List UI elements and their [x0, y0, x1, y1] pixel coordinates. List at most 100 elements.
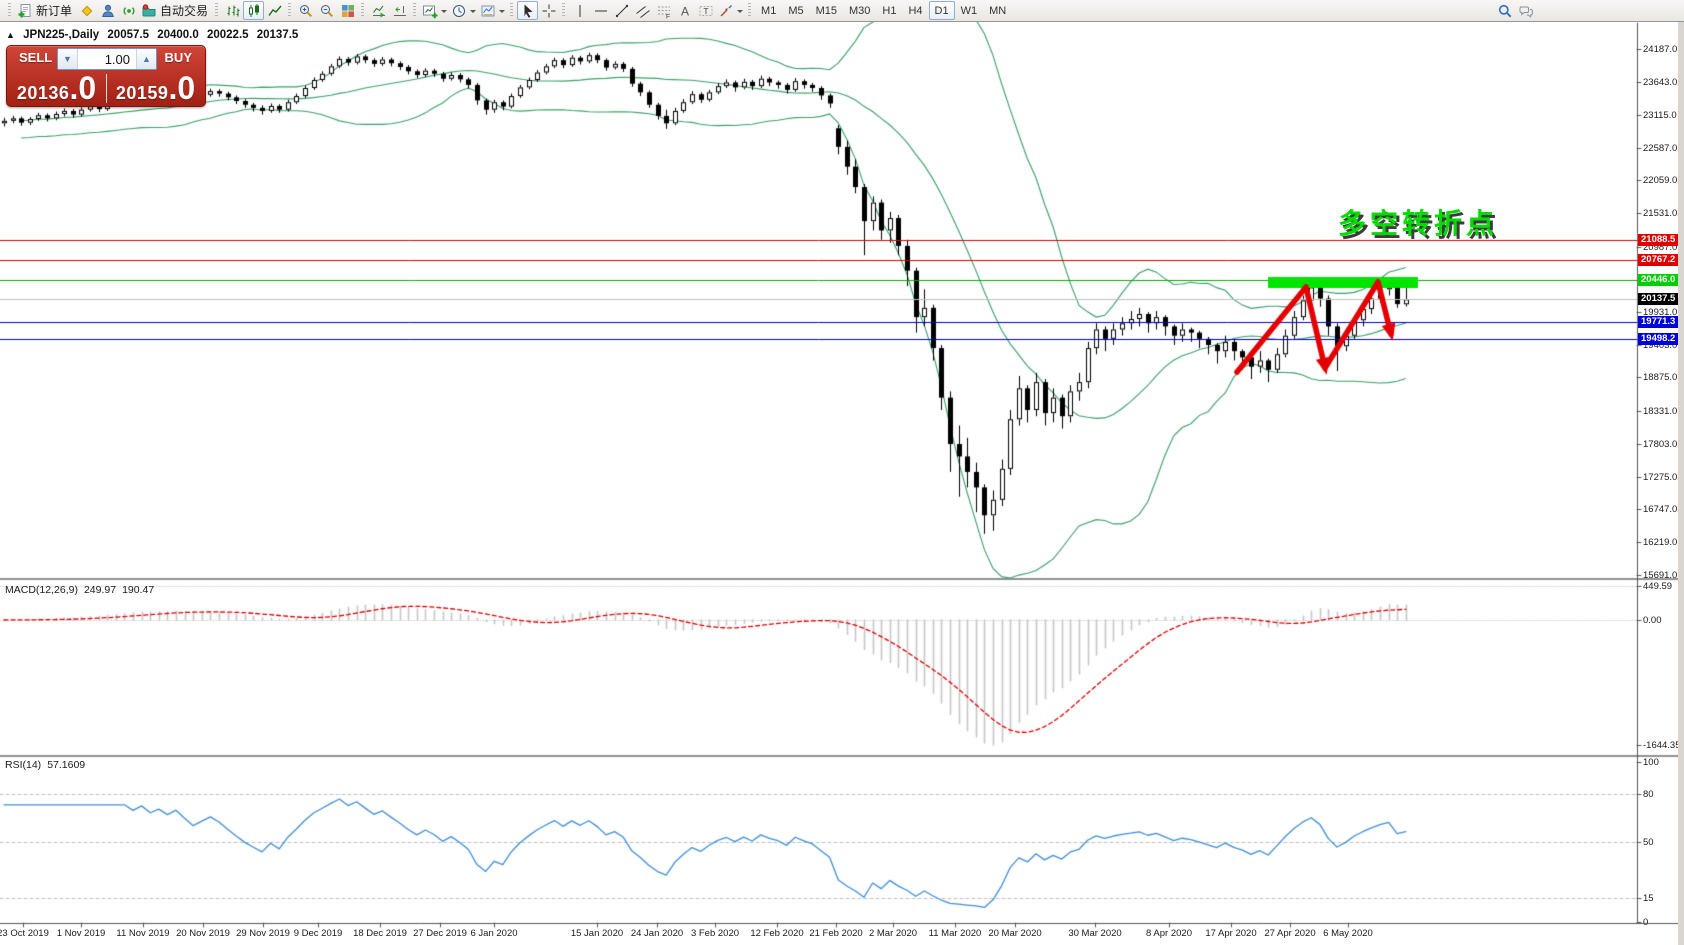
sell-button[interactable]: SELL 20136.0	[7, 46, 106, 106]
mql5-button[interactable]	[76, 1, 97, 20]
linechart-icon	[267, 3, 283, 19]
bid-price: 20136.0	[7, 70, 106, 106]
tf-m5-button[interactable]: M5	[782, 1, 809, 20]
ohlc-high: 20400.0	[157, 29, 199, 41]
one-click-trading-panel: SELL 20136.0 BUY 20159.0 ▼ ▲	[6, 45, 206, 107]
macd-name: MACD(12,26,9)	[5, 584, 78, 596]
chart-title: ▲ JPN225-,Daily 20057.5 20400.0 20022.5 …	[6, 29, 303, 41]
signals-button[interactable]	[118, 1, 139, 20]
auto-scroll-button[interactable]	[368, 1, 389, 20]
text-label-button[interactable]: T	[695, 1, 716, 20]
new-order-icon	[17, 3, 33, 19]
volume-input[interactable]	[78, 49, 136, 69]
tf-m15-button[interactable]: M15	[810, 1, 843, 20]
autoscroll-icon	[371, 3, 387, 19]
dropdown-caret-icon	[470, 9, 477, 16]
search-button[interactable]	[1494, 1, 1515, 20]
candles-icon	[246, 3, 262, 19]
svg-text:T: T	[703, 6, 708, 16]
toolbar-group-standard: 新订单 自动交易	[5, 1, 212, 20]
tf-d1-button[interactable]: D1	[928, 1, 955, 20]
dropdown-caret-icon	[499, 9, 506, 16]
templates-button[interactable]	[478, 1, 507, 20]
zoom-out-button[interactable]	[316, 1, 337, 20]
template-icon	[480, 3, 496, 19]
tf-h4-button[interactable]: H4	[902, 1, 928, 20]
trendline-button[interactable]	[611, 1, 632, 20]
chart-symbol-period: JPN225-,Daily	[23, 29, 100, 41]
tf-m1-button[interactable]: M1	[755, 1, 782, 20]
crosshair-icon	[541, 3, 557, 19]
ask-price-pips: .0	[168, 70, 196, 106]
zoom-in-button[interactable]	[295, 1, 316, 20]
rsi-name: RSI(14)	[5, 759, 42, 771]
profile-button[interactable]	[97, 1, 118, 20]
macd-value: 249.97	[83, 584, 117, 596]
new-order-button[interactable]: 新订单	[15, 1, 76, 20]
annotation-text: 多空转折点	[1338, 208, 1499, 239]
arrows-button[interactable]	[716, 1, 745, 20]
new-chart-button[interactable]	[420, 1, 449, 20]
autotrade-button[interactable]: 自动交易	[139, 1, 212, 20]
toolbar-group-scroll	[358, 1, 410, 20]
buy-button[interactable]: BUY 20159.0	[106, 46, 205, 106]
zoom-out-icon	[319, 3, 335, 19]
chat-button[interactable]	[1515, 1, 1536, 20]
hline-icon	[593, 3, 609, 19]
tf-m30-button[interactable]: M30	[843, 1, 876, 20]
profile-icon	[100, 3, 116, 19]
buy-label: BUY	[164, 50, 192, 65]
candlestick-chart-button[interactable]	[243, 1, 265, 20]
panel-collapse-arrow[interactable]: ▲	[6, 30, 15, 40]
crosshair-button[interactable]	[538, 1, 559, 20]
autotrade-label: 自动交易	[160, 4, 209, 18]
toolbar-group-chart-type	[212, 1, 285, 20]
trendline-icon	[614, 3, 630, 19]
vline-icon	[572, 3, 588, 19]
shift-icon	[392, 3, 408, 19]
autotrade-icon	[141, 3, 157, 19]
textA-icon: A	[677, 3, 693, 19]
chart-shift-button[interactable]	[389, 1, 410, 20]
text-button[interactable]: A	[674, 1, 695, 20]
rsi-label: RSI(14) 57.1609	[5, 759, 91, 771]
arrows-icon	[718, 3, 734, 19]
line-chart-button[interactable]	[264, 1, 285, 20]
toolbar: 新订单 自动交易 F A T M1 M5 M15 M30 H1 H4 D1 W1 MN	[0, 0, 1684, 22]
equidistant-channel-button[interactable]	[632, 1, 653, 20]
panel-divider	[106, 74, 107, 103]
rsi-value: 57.1609	[47, 759, 86, 771]
toolbar-grip	[361, 3, 365, 18]
volume-decrease-button[interactable]: ▼	[58, 49, 78, 69]
tile-windows-button[interactable]	[337, 1, 358, 20]
diamond-icon	[79, 3, 95, 19]
ask-price-main: 20159	[115, 83, 169, 103]
tf-w1-button[interactable]: W1	[955, 1, 984, 20]
vertical-line-button[interactable]	[569, 1, 590, 20]
volume-increase-button[interactable]: ▲	[136, 49, 156, 69]
toolbar-grip	[562, 3, 566, 18]
clock-icon	[451, 3, 467, 19]
horizontal-line-button[interactable]	[590, 1, 611, 20]
volume-spinner: ▼ ▲	[57, 48, 157, 70]
ohlc-close: 20137.5	[256, 29, 299, 41]
bid-price-pips: .0	[69, 70, 97, 106]
zoom-in-icon	[298, 3, 314, 19]
toolbar-grip	[413, 3, 417, 18]
toolbar-grip	[8, 3, 11, 18]
cursor-icon	[520, 3, 536, 19]
bid-price-main: 20136	[16, 83, 70, 103]
toolbar-group-right	[1494, 1, 1536, 20]
toolbar-grip	[510, 3, 514, 18]
cursor-button[interactable]	[517, 1, 539, 20]
tf-mn-button[interactable]: MN	[983, 1, 1012, 20]
tf-h1-button[interactable]: H1	[876, 1, 902, 20]
bar-chart-button[interactable]	[222, 1, 243, 20]
toolbar-grip	[215, 3, 219, 18]
new-chart-icon	[422, 3, 438, 19]
toolbar-group-pointer	[507, 1, 559, 20]
fibonacci-button[interactable]: F	[653, 1, 674, 20]
periods-button[interactable]	[449, 1, 478, 20]
